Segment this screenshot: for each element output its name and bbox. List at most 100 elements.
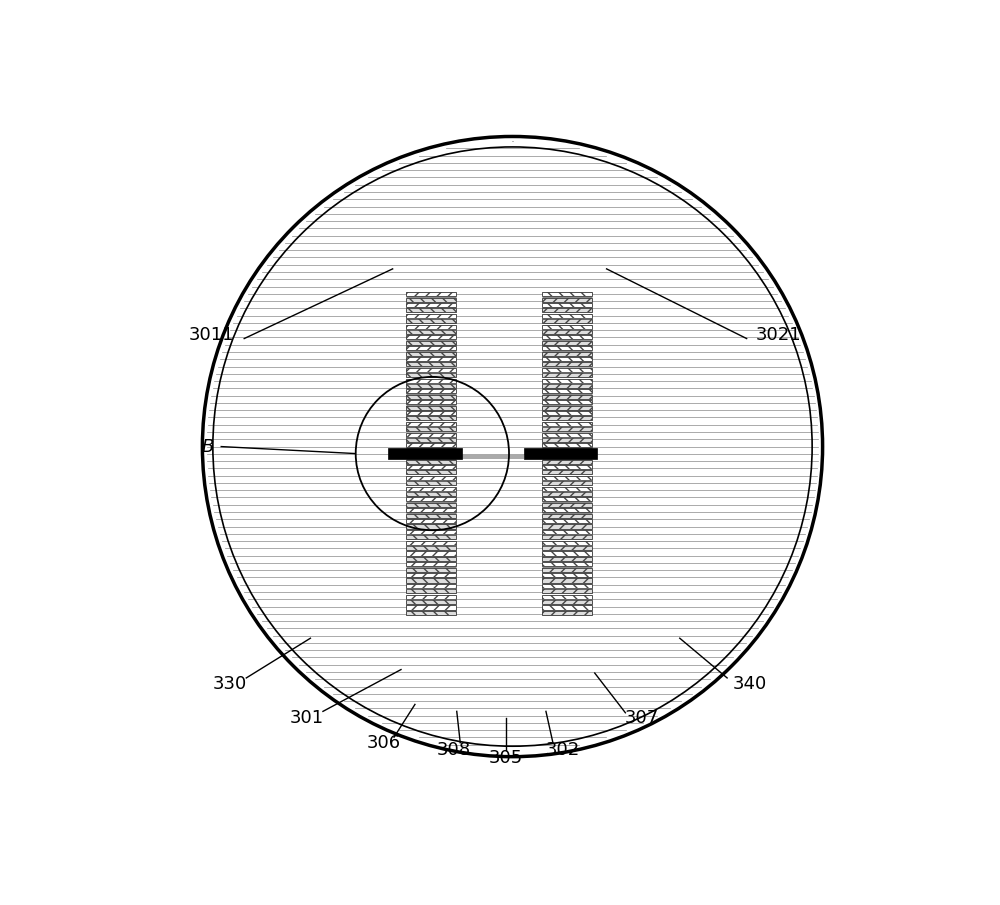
Bar bbox=[406, 384, 456, 388]
Bar bbox=[406, 303, 456, 307]
Bar bbox=[542, 546, 592, 550]
Bar bbox=[542, 605, 592, 609]
Text: 308: 308 bbox=[436, 740, 470, 758]
Bar bbox=[542, 438, 592, 442]
Bar bbox=[406, 584, 456, 588]
Bar bbox=[542, 600, 592, 605]
Text: 306: 306 bbox=[367, 734, 401, 752]
Bar bbox=[406, 492, 456, 496]
Bar bbox=[406, 298, 456, 301]
Bar bbox=[406, 600, 456, 605]
Bar bbox=[542, 400, 592, 405]
Text: 305: 305 bbox=[488, 749, 523, 767]
Bar bbox=[406, 341, 456, 345]
Bar bbox=[542, 367, 592, 372]
Bar bbox=[406, 362, 456, 367]
Bar bbox=[542, 454, 592, 458]
Bar bbox=[542, 405, 592, 410]
Bar bbox=[542, 443, 592, 447]
Bar bbox=[406, 378, 456, 383]
Bar bbox=[406, 400, 456, 405]
Bar bbox=[406, 454, 456, 458]
Bar bbox=[542, 389, 592, 394]
Bar bbox=[542, 438, 592, 442]
Bar bbox=[406, 309, 456, 312]
Bar bbox=[542, 481, 592, 485]
Bar bbox=[542, 362, 592, 367]
Bar bbox=[406, 498, 456, 501]
Bar bbox=[542, 405, 592, 410]
Bar bbox=[542, 573, 592, 577]
Bar bbox=[406, 357, 456, 361]
Bar bbox=[406, 514, 456, 518]
Bar bbox=[542, 567, 592, 572]
Bar bbox=[542, 605, 592, 609]
Bar bbox=[406, 611, 456, 614]
Bar bbox=[406, 503, 456, 507]
Bar bbox=[406, 292, 456, 296]
Bar bbox=[542, 351, 592, 356]
Bar bbox=[542, 325, 592, 329]
Bar bbox=[542, 524, 592, 529]
Bar bbox=[406, 384, 456, 388]
Bar bbox=[542, 498, 592, 501]
Bar bbox=[542, 389, 592, 394]
Bar bbox=[542, 519, 592, 523]
Bar bbox=[542, 492, 592, 496]
Bar bbox=[542, 378, 592, 383]
Bar bbox=[542, 465, 592, 469]
Bar bbox=[406, 589, 456, 594]
Bar bbox=[406, 454, 456, 458]
Bar bbox=[542, 449, 592, 452]
Bar bbox=[406, 605, 456, 609]
Bar bbox=[542, 519, 592, 523]
Bar bbox=[406, 416, 456, 421]
Bar bbox=[406, 551, 456, 556]
Bar bbox=[406, 319, 456, 323]
Bar bbox=[406, 416, 456, 421]
Bar bbox=[406, 567, 456, 572]
Bar bbox=[542, 551, 592, 556]
Bar bbox=[542, 487, 592, 491]
Bar bbox=[542, 443, 592, 447]
Bar bbox=[406, 367, 456, 372]
Bar bbox=[542, 503, 592, 507]
Bar bbox=[406, 519, 456, 523]
Bar bbox=[406, 557, 456, 561]
Bar bbox=[406, 562, 456, 567]
Bar bbox=[542, 476, 592, 480]
Bar bbox=[542, 427, 592, 432]
Bar bbox=[542, 584, 592, 588]
Bar bbox=[542, 384, 592, 388]
Bar bbox=[542, 546, 592, 550]
Bar bbox=[542, 309, 592, 312]
Bar bbox=[542, 309, 592, 312]
Bar bbox=[406, 481, 456, 485]
Bar bbox=[542, 562, 592, 567]
Bar bbox=[542, 416, 592, 421]
Bar bbox=[406, 378, 456, 383]
Bar bbox=[406, 595, 456, 599]
Bar bbox=[542, 367, 592, 372]
Bar bbox=[406, 400, 456, 405]
Bar bbox=[406, 314, 456, 318]
Text: 340: 340 bbox=[732, 674, 767, 692]
Bar bbox=[406, 605, 456, 609]
Bar bbox=[406, 438, 456, 442]
Bar bbox=[406, 460, 456, 463]
Text: B: B bbox=[201, 438, 213, 455]
Bar bbox=[542, 595, 592, 599]
Bar bbox=[406, 509, 456, 512]
Bar bbox=[406, 529, 456, 534]
Bar bbox=[542, 378, 592, 383]
Bar bbox=[406, 589, 456, 594]
Bar bbox=[542, 416, 592, 421]
Bar bbox=[542, 562, 592, 567]
Bar bbox=[542, 529, 592, 534]
Bar bbox=[542, 454, 592, 458]
Bar bbox=[542, 540, 592, 545]
Bar bbox=[542, 611, 592, 614]
Bar bbox=[388, 448, 462, 460]
Bar bbox=[406, 481, 456, 485]
Bar bbox=[542, 373, 592, 377]
